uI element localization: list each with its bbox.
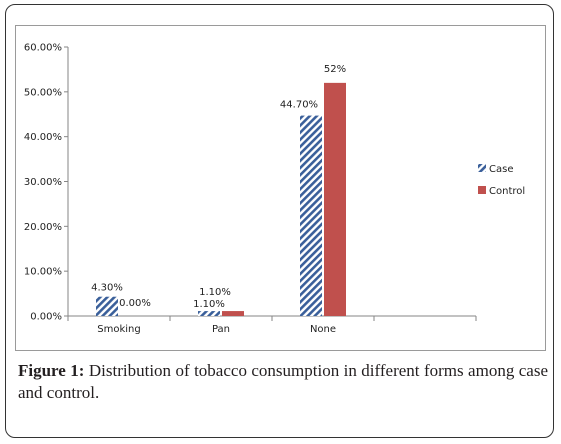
y-tick-label: 10.00%	[24, 267, 62, 278]
legend-label-case: Case	[489, 164, 513, 175]
y-tick-label: 30.00%	[24, 177, 62, 188]
x-tick-label: None	[310, 324, 336, 335]
legend-label-control: Control	[489, 186, 525, 197]
bar-control	[324, 82, 346, 316]
y-tick-label: 50.00%	[24, 87, 62, 98]
chart-area: 0.00% 10.00% 20.00% 30.00% 40.00% 50.00% 60.00…	[15, 25, 546, 351]
bar-case	[198, 311, 220, 316]
data-label-control: 1.10%	[199, 287, 231, 298]
y-tick-label: 40.00%	[24, 132, 62, 143]
y-tick-label: 20.00%	[24, 222, 62, 233]
caption-label: Figure 1:	[18, 361, 85, 380]
x-tick-label: Pan	[212, 324, 230, 335]
bar-case	[300, 115, 322, 316]
caption-text: Distribution of tobacco consumption in d…	[18, 361, 549, 402]
bar-chart: 0.00% 10.00% 20.00% 30.00% 40.00% 50.00% 60.00…	[24, 43, 525, 336]
data-label-case: 44.70%	[280, 100, 318, 111]
legend-swatch-control	[478, 186, 486, 194]
data-label-control: 52%	[324, 64, 346, 75]
bar-control	[222, 311, 244, 316]
data-label-case: 1.10%	[193, 299, 225, 310]
bar-case	[96, 296, 118, 316]
figure-caption: Figure 1: Distribution of tobacco consum…	[18, 360, 548, 404]
data-label-case: 4.30%	[91, 283, 123, 294]
legend-swatch-case	[478, 164, 486, 172]
y-tick-label: 60.00%	[24, 43, 62, 54]
y-tick-label: 0.00%	[30, 312, 62, 323]
data-label-control: 0.00%	[119, 298, 151, 309]
x-tick-label: Smoking	[97, 324, 140, 335]
